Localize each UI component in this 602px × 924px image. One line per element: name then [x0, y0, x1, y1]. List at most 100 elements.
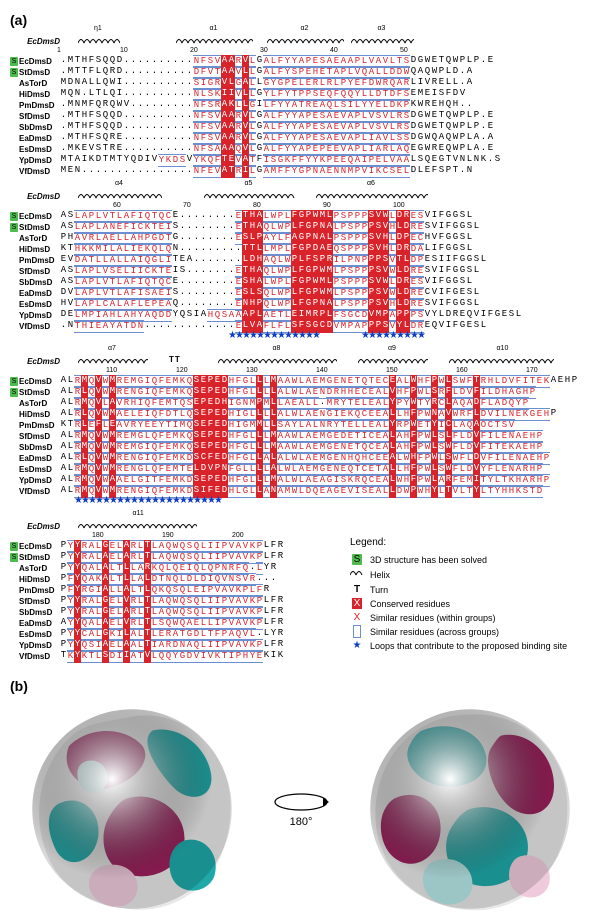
position-tick: 110: [106, 367, 117, 374]
structure-solved-badge: [10, 134, 18, 143]
species-name: VfDmsD: [19, 321, 60, 332]
helix-icon: [218, 356, 337, 364]
legend: Legend:S3D structure has been solvedHeli…: [350, 537, 567, 672]
structure-solved-badge: [10, 630, 18, 639]
species-name: StDmsD: [19, 552, 60, 563]
structure-solved-badge: [10, 156, 18, 165]
helix-icon: [78, 521, 197, 529]
structure-solved-badge: [10, 641, 18, 650]
helix-label: α11: [133, 510, 144, 517]
helix-icon: [316, 191, 428, 199]
species-name: EaDmsD: [19, 288, 60, 299]
structure-solved-badge: [10, 90, 18, 99]
structure-solved-badge: [10, 79, 18, 88]
structure-solved-badge: [10, 289, 18, 298]
structure-solved-badge: [10, 619, 18, 628]
structure-solved-badge: [10, 322, 18, 331]
species-name: EcDmsD: [19, 56, 60, 67]
species-name: HiDmsD: [19, 409, 60, 420]
structure-solved-badge: [10, 487, 18, 496]
species-name: StDmsD: [19, 222, 60, 233]
species-name: SfDmsD: [19, 431, 60, 442]
legend-item: Similar residues (across groups): [350, 626, 567, 637]
helix-icon: [78, 191, 162, 199]
position-tick: 1: [57, 47, 61, 54]
helix-label: α10: [497, 345, 509, 352]
structure-solved-badge: [10, 300, 18, 309]
position-tick: 170: [526, 367, 538, 374]
legend-item: TTurn: [350, 584, 567, 595]
species-name: EcDmsD: [19, 541, 60, 552]
panel-b-label: (b): [10, 678, 592, 694]
legend-label: Loops that contribute to the proposed bi…: [370, 641, 567, 651]
species-name: SbDmsD: [19, 442, 60, 453]
sequence: TKYKTLSDIIATVLQQYGDVIVKTIPHYEKIK: [60, 650, 284, 663]
species-name: EsDmsD: [19, 629, 60, 640]
legend-label: Conserved residues: [370, 599, 450, 609]
position-tick: 50: [400, 47, 408, 54]
position-tick: 190: [162, 532, 174, 539]
position-tick: 30: [260, 47, 268, 54]
helix-label: α9: [388, 345, 396, 352]
binding-site-star-icon: ★: [417, 330, 426, 341]
structure-solved-badge: [10, 245, 18, 254]
species-name: HiDmsD: [19, 574, 60, 585]
structure-solved-badge: [10, 421, 18, 430]
structure-solved-badge: S: [10, 57, 18, 66]
helix-label: η1: [94, 25, 102, 32]
species-name: VfDmsD: [19, 651, 60, 662]
legend-label: Turn: [370, 585, 388, 595]
structure-solved-badge: S: [10, 223, 18, 232]
structure-solved-badge: [10, 234, 18, 243]
position-tick: 70: [183, 202, 191, 209]
position-tick: 20: [190, 47, 198, 54]
helix-label: α4: [115, 180, 123, 187]
position-tick: 130: [246, 367, 258, 374]
structure-solved-badge: [10, 278, 18, 287]
helix-icon: [78, 36, 120, 44]
structure-solved-badge: [10, 432, 18, 441]
species-name: AsTorD: [19, 398, 60, 409]
structure-solved-badge: S: [10, 388, 18, 397]
structure-solved-badge: [10, 112, 18, 121]
species-name: PmDmsD: [19, 255, 60, 266]
binding-site-star-icon: ★: [214, 495, 223, 506]
position-tick: 90: [323, 202, 331, 209]
helix-label: α1: [210, 25, 218, 32]
species-name: YpDmsD: [19, 310, 60, 321]
species-name: HiDmsD: [19, 89, 60, 100]
helix-icon: [204, 191, 295, 199]
species-name: PmDmsD: [19, 100, 60, 111]
position-tick: 10: [120, 47, 128, 54]
species-name: StDmsD: [19, 387, 60, 398]
structure-solved-badge: [10, 564, 18, 573]
structure-solved-badge: [10, 652, 18, 661]
legend-item: XSimilar residues (within groups): [350, 612, 567, 623]
ref-species-label: EcDmsD: [10, 522, 64, 531]
structure-solved-badge: [10, 586, 18, 595]
binding-site-star-icon: ★: [312, 330, 321, 341]
structure-solved-badge: [10, 597, 18, 606]
sequence-alignment: EcDmsDη1α1α2α311020304050SEcDmsD.MTHFSQQ…: [10, 32, 592, 672]
helix-icon: [449, 356, 554, 364]
structure-solved-badge: [10, 608, 18, 617]
structure-solved-badge: [10, 454, 18, 463]
ref-species-label: EcDmsD: [10, 37, 64, 46]
species-name: EsDmsD: [19, 299, 60, 310]
species-name: PmDmsD: [19, 420, 60, 431]
structure-solved-badge: [10, 465, 18, 474]
helix-label: α8: [273, 345, 281, 352]
structure-solved-badge: [10, 399, 18, 408]
structure-solved-badge: S: [10, 542, 18, 551]
helix-icon: [358, 356, 428, 364]
structure-solved-badge: [10, 167, 18, 176]
structure-solved-badge: [10, 145, 18, 154]
species-name: AsTorD: [19, 563, 60, 574]
species-name: SfDmsD: [19, 111, 60, 122]
surface-front: [27, 704, 237, 914]
position-tick: 80: [253, 202, 261, 209]
species-name: EcDmsD: [19, 211, 60, 222]
sequence-row: VfDmsDMEN................NFEVATRILGAMFFY…: [10, 166, 592, 177]
species-name: YpDmsD: [19, 475, 60, 486]
species-name: AsTorD: [19, 78, 60, 89]
